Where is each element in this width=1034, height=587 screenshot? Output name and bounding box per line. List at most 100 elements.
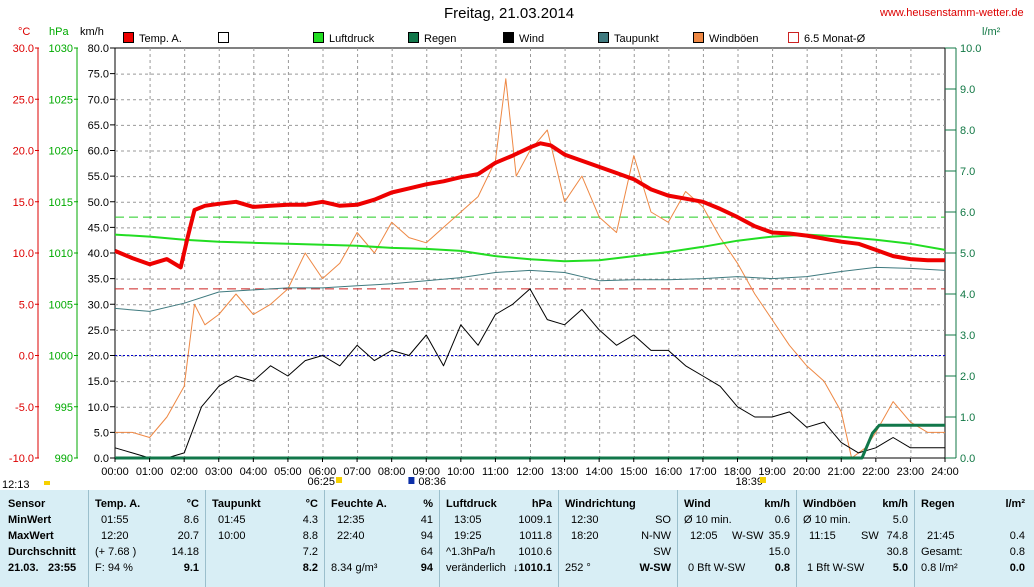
time-tick-label: 19:00 — [758, 466, 786, 478]
time-tick-label: 09:00 — [412, 466, 440, 478]
hum-current: 94 — [420, 562, 433, 574]
temp-tick-label: -10.0 — [9, 453, 34, 465]
pressure-tick-label: 1005 — [49, 299, 73, 311]
legend-label: Luftdruck — [329, 33, 375, 45]
wind-title: Wind — [684, 498, 711, 510]
time-tick-label: 06:00 — [309, 466, 337, 478]
wind-tick-label: 65.0 — [88, 120, 109, 132]
rain-current-note: 0.8 l/m² — [921, 562, 958, 574]
hum-min: 41 — [420, 514, 433, 526]
stats-dew-col: Taupunkt °C 01:45 4.3 10:00 8.8 7.2 8.2 — [206, 490, 325, 587]
hum-max: 94 — [420, 530, 433, 542]
site-url[interactable]: www.heusenstamm-wetter.de — [880, 7, 1024, 19]
wind-tick-label: 0.0 — [94, 453, 109, 465]
time-tick-label: 17:00 — [689, 466, 717, 478]
row-avg-label: Durchschnitt — [8, 546, 76, 558]
unit-kmh: km/h — [80, 26, 104, 38]
rain-tick-label: 8.0 — [960, 125, 975, 137]
series-temp-a — [114, 141, 945, 270]
hum-max-time: 22:40 — [337, 530, 365, 542]
dew-max-time: 10:00 — [218, 530, 246, 542]
stats-sensor-col: Sensor MinWert MaxWert Durchschnitt 21.0… — [0, 490, 89, 587]
unit-hpa: hPa — [49, 26, 69, 38]
sunrise-marker-icon — [44, 481, 50, 485]
hum-current-note: 8.34 g/m³ — [331, 562, 378, 574]
wind-tick-label: 25.0 — [88, 325, 109, 337]
temp-max-time: 12:20 — [101, 530, 129, 542]
chart-title: Freitag, 21.03.2014 — [444, 5, 575, 22]
wind-min-note: Ø 10 min. — [684, 514, 732, 526]
temp-tick-label: 10.0 — [13, 248, 34, 260]
temp-tick-label: 15.0 — [13, 197, 34, 209]
legend-swatch — [788, 32, 799, 43]
stats-wind-col: Wind km/h Ø 10 min. 0.6 12:05 W-SW 35.9 … — [678, 490, 797, 587]
temp-tick-label: 0.0 — [19, 351, 34, 363]
hum-title: Feuchte A. — [331, 498, 387, 510]
rain-tick-label: 0.0 — [960, 453, 975, 465]
rain-total-label: Gesamt: — [921, 546, 963, 558]
series-windb-en — [115, 78, 945, 459]
dew-current: 8.2 — [302, 562, 318, 574]
dir-title: Windrichtung — [565, 498, 636, 510]
rain-tick-label: 7.0 — [960, 166, 975, 178]
wind-min: 0.6 — [774, 514, 790, 526]
sun-time-label: 06:25 — [307, 476, 335, 488]
rain-total: 0.8 — [1009, 546, 1025, 558]
time-tick-label: 23:00 — [897, 466, 925, 478]
temp-max: 20.7 — [177, 530, 199, 542]
legend-swatch — [123, 32, 134, 43]
legend-swatch — [313, 32, 324, 43]
press-min: 1009.1 — [518, 514, 552, 526]
sunrise-marker-icon — [336, 477, 343, 483]
wind-tick-label: 5.0 — [94, 427, 109, 439]
time-tick-label: 14:00 — [585, 466, 613, 478]
rain-tick-label: 4.0 — [960, 289, 975, 301]
press-max: 1011.8 — [519, 530, 552, 542]
wind-max-dir: W-SW — [732, 530, 764, 542]
stats-temp-col: Temp. A. °C 01:55 8.6 12:20 20.7 (+ 7.68… — [89, 490, 206, 587]
dir-max-time: 18:20 — [571, 530, 599, 542]
rain-max-time: 21:45 — [927, 530, 955, 542]
time-tick-label: 11:00 — [482, 466, 509, 478]
series-wind — [114, 288, 945, 459]
weather-chart: 30.0 25.0 20.0 15.0 10.0 5.0 0.0 -5.0 -10.0 1030 1… — [2, 32, 981, 490]
unit-celsius: °C — [18, 26, 31, 38]
series-regen — [115, 423, 945, 460]
gust-min: 5.0 — [892, 514, 908, 526]
gust-min-note: Ø 10 min. — [803, 514, 851, 526]
wind-avg: 15.0 — [768, 546, 790, 558]
statistics-panel: Sensor MinWert MaxWert Durchschnitt 21.0… — [0, 490, 1034, 587]
sun-time-label: 12:13 — [2, 479, 30, 490]
stats-rain-col: Regen l/m² 21:45 0.4 Gesamt: 0.8 0.8 l/m… — [915, 490, 1033, 587]
pressure-tick-label: 990 — [55, 453, 73, 465]
wind-tick-label: 35.0 — [88, 274, 109, 286]
temp-min-time: 01:55 — [101, 514, 129, 526]
legend-label: Wind — [519, 33, 544, 45]
gust-max-time: 11:15 — [809, 530, 836, 542]
wind-max: 35.9 — [768, 530, 790, 542]
time-tick-label: 13:00 — [551, 466, 579, 478]
legend-label: Windböen — [709, 33, 759, 45]
legend-label: 6.5 Monat-Ø — [804, 33, 866, 45]
temp-current-note: F: 94 % — [95, 562, 133, 574]
dir-degree: 252 ° — [565, 562, 591, 574]
temp-title: Temp. A. — [95, 498, 141, 510]
temp-tick-label: 25.0 — [13, 94, 34, 106]
temp-avg: 14.18 — [171, 546, 199, 558]
time-tick-label: 12:00 — [516, 466, 544, 478]
legend-swatch — [503, 32, 514, 43]
gust-avg: 30.8 — [886, 546, 908, 558]
pressure-tick-label: 1030 — [49, 43, 73, 55]
press-max-time: 19:25 — [454, 530, 482, 542]
temp-avg-note: (+ 7.68 ) — [95, 546, 137, 558]
stats-press-col: Luftdruck hPa 13:05 1009.1 19:25 1011.8 … — [440, 490, 559, 587]
legend-swatch — [218, 32, 229, 43]
time-tick-label: 03:00 — [205, 466, 233, 478]
wind-tick-label: 20.0 — [88, 351, 109, 363]
wind-current-note: 0 Bft W-SW — [688, 562, 746, 574]
time-tick-label: 21:00 — [827, 466, 855, 478]
legend-swatch — [598, 32, 609, 43]
legend-swatch — [693, 32, 704, 43]
time-tick-label: 22:00 — [862, 466, 890, 478]
dew-title: Taupunkt — [212, 498, 261, 510]
